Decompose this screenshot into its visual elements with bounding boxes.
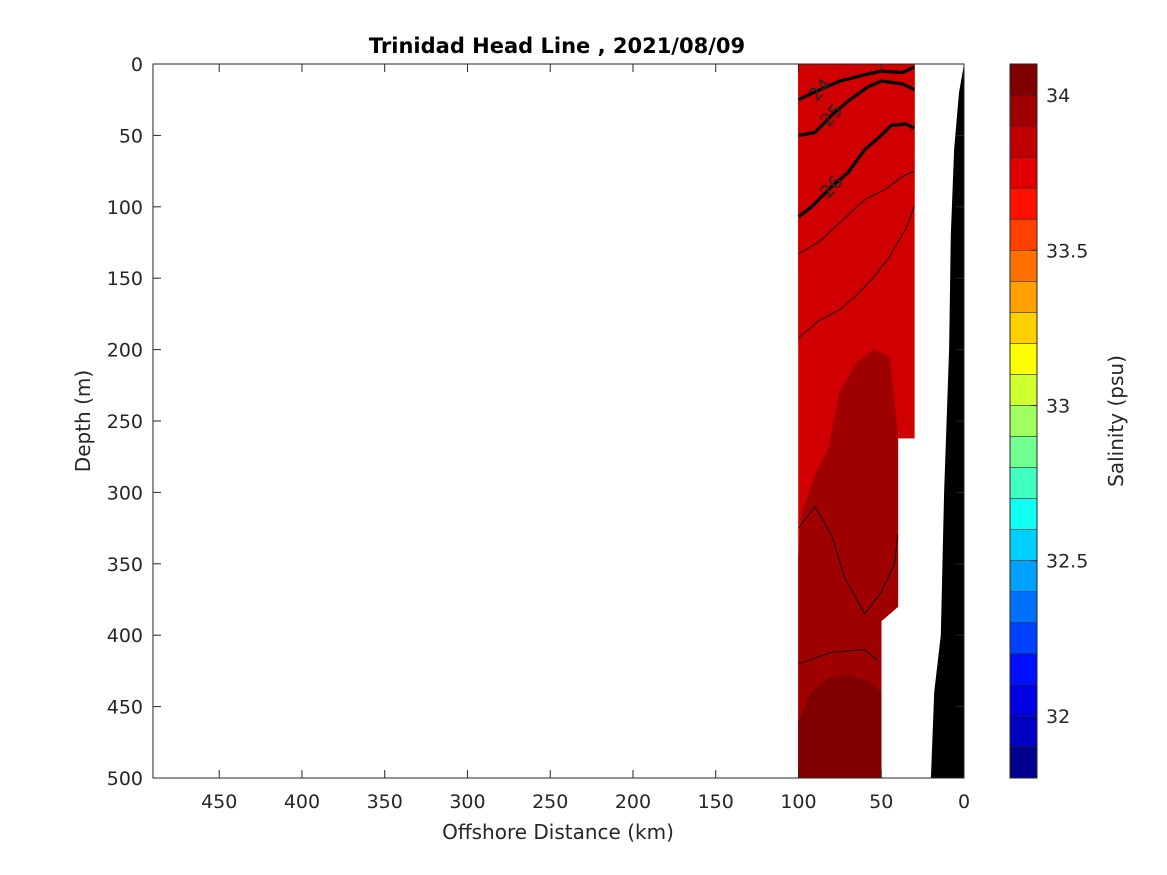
y-tick-label: 100 bbox=[107, 197, 143, 219]
colorbar-swatch bbox=[1010, 64, 1037, 96]
colorbar-swatch bbox=[1010, 622, 1037, 655]
y-axis: 0 50 100 150 200 250 300 350 400 450 500 bbox=[107, 54, 964, 790]
y-tick-label: 450 bbox=[107, 697, 143, 719]
colorbar-swatch bbox=[1010, 281, 1037, 313]
colorbar-swatch bbox=[1010, 250, 1037, 282]
salinity-contour-line bbox=[798, 506, 899, 615]
density-contour-bold bbox=[797, 122, 916, 219]
colorbar-swatch bbox=[1010, 405, 1037, 438]
x-tick-label: 450 bbox=[201, 791, 237, 813]
colorbar-swatch bbox=[1010, 560, 1037, 593]
colorbar-swatch bbox=[1010, 746, 1037, 779]
colorbar-label: Salinity (psu) bbox=[1104, 355, 1128, 487]
colorbar-swatch bbox=[1010, 715, 1037, 748]
colorbar-swatch bbox=[1010, 219, 1037, 251]
colorbar-tick-label: 32.5 bbox=[1046, 551, 1088, 573]
y-tick-label: 500 bbox=[107, 768, 143, 790]
x-axis-label: Offshore Distance (km) bbox=[442, 820, 674, 844]
y-tick-label: 50 bbox=[119, 125, 143, 147]
colorbar-swatch bbox=[1010, 653, 1037, 686]
colorbar-swatch bbox=[1010, 343, 1037, 375]
x-tick-label: 400 bbox=[284, 791, 320, 813]
colorbar-tick-label: 32 bbox=[1046, 706, 1070, 728]
colorbar-tick-label: 33.5 bbox=[1046, 240, 1088, 262]
x-tick-label: 250 bbox=[532, 791, 568, 813]
y-tick-label: 0 bbox=[131, 54, 143, 76]
salinity-band bbox=[798, 674, 882, 778]
seafloor-bathymetry bbox=[922, 64, 964, 778]
density-contour-bold bbox=[797, 65, 916, 102]
colorbar-swatch bbox=[1010, 467, 1037, 500]
x-tick-label: 200 bbox=[615, 791, 651, 813]
x-axis: 450 400 350 300 250 200 150 100 50 0 bbox=[201, 64, 970, 813]
colorbar-swatch bbox=[1010, 312, 1037, 344]
y-tick-label: 200 bbox=[107, 340, 143, 362]
y-axis-label: Depth (m) bbox=[71, 370, 95, 472]
colorbar-swatch bbox=[1010, 188, 1037, 220]
colorbar-tick-label: 33 bbox=[1046, 395, 1070, 417]
salinity-contour-line bbox=[798, 649, 879, 665]
x-tick-label: 50 bbox=[869, 791, 893, 813]
colorbar-swatch bbox=[1010, 95, 1037, 127]
y-tick-label: 250 bbox=[107, 411, 143, 433]
colorbar-swatch bbox=[1010, 436, 1037, 469]
x-tick-label: 100 bbox=[780, 791, 816, 813]
colorbar-swatch bbox=[1010, 157, 1037, 189]
colorbar-swatch bbox=[1010, 684, 1037, 717]
colorbar-swatch bbox=[1010, 126, 1037, 158]
x-tick-label: 0 bbox=[958, 791, 970, 813]
colorbar-tick-label: 34 bbox=[1046, 85, 1070, 107]
x-tick-label: 300 bbox=[449, 791, 485, 813]
colorbar-swatch bbox=[1010, 591, 1037, 624]
colorbar-frame bbox=[1009, 63, 1038, 779]
chart-title: Trinidad Head Line , 2021/08/09 bbox=[369, 34, 745, 58]
salinity-contour-line bbox=[798, 170, 915, 255]
y-tick-label: 400 bbox=[107, 625, 143, 647]
colorbar-swatch bbox=[1010, 374, 1037, 406]
density-contour-bold bbox=[798, 79, 916, 137]
bathymetry-layer bbox=[922, 64, 964, 778]
salinity-contour-line bbox=[798, 206, 915, 339]
y-tick-label: 350 bbox=[107, 554, 143, 576]
colorbar-swatch bbox=[1010, 529, 1037, 562]
colorbar: 32 32.5 33 33.5 34 bbox=[1009, 63, 1088, 779]
plot-area bbox=[153, 64, 964, 778]
x-tick-label: 150 bbox=[698, 791, 734, 813]
colorbar-swatch bbox=[1010, 498, 1037, 531]
x-tick-label: 350 bbox=[367, 791, 403, 813]
density-contour-lines bbox=[797, 65, 916, 665]
y-tick-label: 300 bbox=[107, 482, 143, 504]
y-tick-label: 150 bbox=[107, 268, 143, 290]
